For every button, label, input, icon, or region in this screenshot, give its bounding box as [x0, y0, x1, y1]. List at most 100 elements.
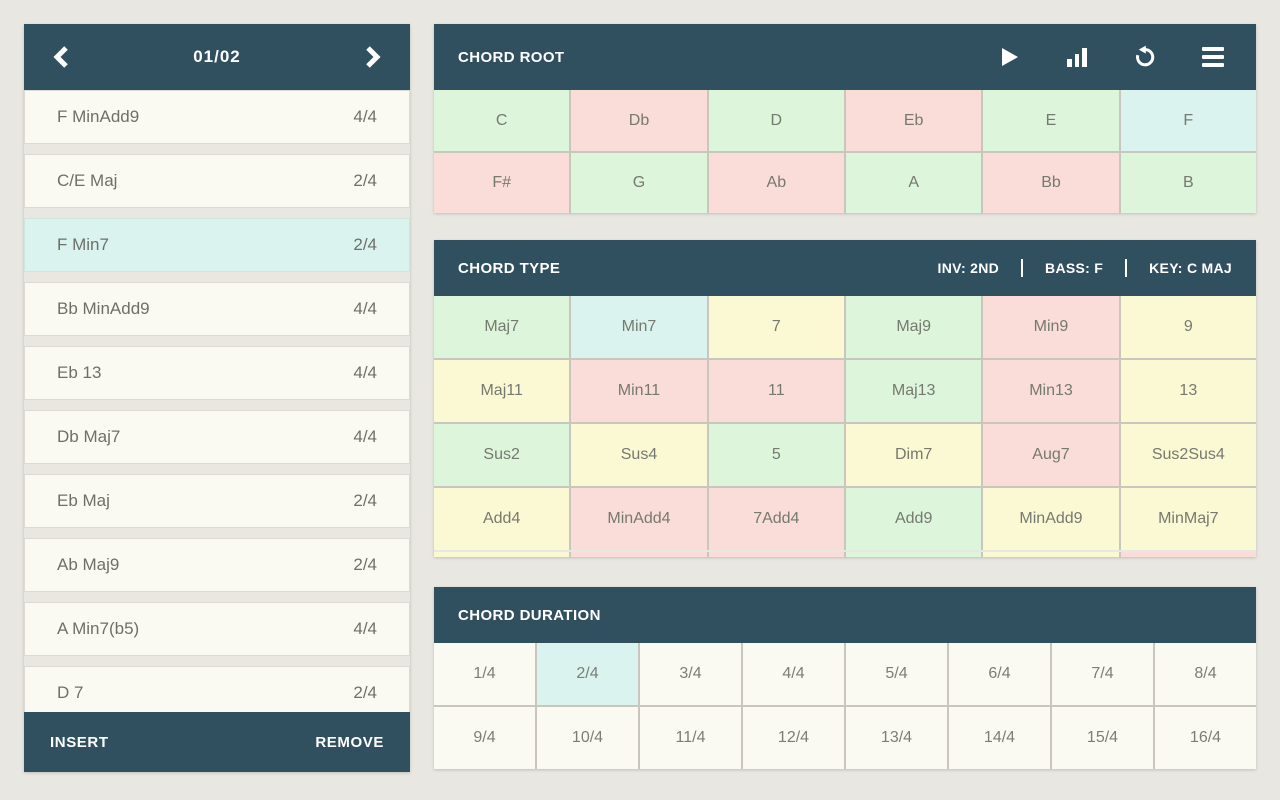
chord-duration-cell[interactable]: 11/4 — [640, 707, 741, 769]
chord-type-cell[interactable]: Maj7 — [434, 296, 570, 358]
play-icon — [1002, 48, 1018, 66]
next-page-button[interactable] — [352, 37, 392, 77]
chord-type-cell[interactable]: Min9 — [983, 296, 1119, 358]
chord-root-cell[interactable]: G — [571, 153, 707, 213]
insert-button[interactable]: INSERT — [50, 733, 109, 751]
chord-type-cell[interactable]: MinAdd9 — [983, 488, 1119, 550]
chord-type-cell[interactable]: MinMaj7 — [1120, 488, 1256, 550]
chord-type-cell-partial[interactable] — [434, 552, 570, 557]
undo-icon — [1136, 45, 1155, 67]
chord-type-cell-partial[interactable] — [571, 552, 707, 557]
chord-type-cell[interactable]: Min13 — [983, 360, 1119, 422]
chord-type-cell[interactable]: 5 — [708, 424, 844, 486]
chord-type-cell[interactable]: 11 — [708, 360, 844, 422]
chord-duration-label: 2/4 — [353, 171, 377, 190]
chord-type-cell[interactable]: Maj9 — [845, 296, 982, 358]
chord-type-cell-partial[interactable] — [1120, 552, 1256, 557]
chord-list-item[interactable]: A Min7(b5) 4/4 — [24, 602, 410, 656]
chord-duration-cell[interactable]: 7/4 — [1052, 643, 1153, 705]
chord-type-cell-partial[interactable] — [708, 552, 844, 557]
chord-duration-label: 4/4 — [353, 427, 377, 446]
chord-list-item[interactable]: D 7 2/4 — [24, 666, 410, 720]
chord-duration-cell[interactable]: 10/4 — [537, 707, 638, 769]
chord-duration-cell[interactable]: 3/4 — [640, 643, 741, 705]
chord-list-item[interactable]: Bb MinAdd9 4/4 — [24, 282, 410, 336]
menu-button[interactable] — [1194, 38, 1232, 76]
chord-type-cell[interactable]: MinAdd4 — [571, 488, 707, 550]
chord-type-cell[interactable]: Add4 — [434, 488, 570, 550]
chord-type-cell-partial[interactable] — [845, 552, 982, 557]
chord-type-cell[interactable]: Aug7 — [983, 424, 1119, 486]
chord-duration-label: 2/4 — [353, 683, 377, 702]
chord-list-item[interactable]: C/E Maj 2/4 — [24, 154, 410, 208]
chord-duration-cell[interactable]: 2/4 — [537, 643, 638, 705]
chord-duration-cell[interactable]: 4/4 — [743, 643, 844, 705]
chord-duration-cell[interactable]: 5/4 — [846, 643, 947, 705]
chord-root-cell[interactable]: F# — [434, 153, 570, 213]
prev-page-button[interactable] — [42, 37, 82, 77]
main-area: CHORD ROOT — [434, 24, 1256, 776]
chevron-right-icon — [366, 46, 381, 68]
chord-list-panel: 01/02 F MinAdd9 4/4 C/E Maj 2/4 F Min7 2/4 Bb … — [24, 24, 410, 772]
chord-list-item[interactable]: Eb 13 4/4 — [24, 346, 410, 400]
chevron-left-icon — [53, 46, 68, 68]
chord-type-cell-partial[interactable] — [983, 552, 1119, 557]
stats-button[interactable] — [1058, 38, 1096, 76]
chord-root-cell[interactable]: C — [434, 90, 570, 151]
chord-root-title: CHORD ROOT — [458, 48, 565, 66]
chord-type-cell[interactable]: 9 — [1120, 296, 1256, 358]
app-root: 01/02 F MinAdd9 4/4 C/E Maj 2/4 F Min7 2/4 Bb … — [24, 24, 1256, 776]
chord-duration-label: 4/4 — [353, 619, 377, 638]
chord-root-cell[interactable]: F — [1120, 90, 1256, 151]
chord-type-cell[interactable]: 13 — [1120, 360, 1256, 422]
remove-button[interactable]: REMOVE — [315, 733, 384, 751]
chord-duration-cell[interactable]: 14/4 — [949, 707, 1050, 769]
chord-root-cell[interactable]: B — [1120, 153, 1256, 213]
play-button[interactable] — [990, 38, 1028, 76]
chord-duration-label: 2/4 — [353, 491, 377, 510]
chord-status: INV: 2ND BASS: F KEY: C MAJ — [938, 259, 1233, 277]
chord-duration-label: 4/4 — [353, 363, 377, 382]
chord-type-cell[interactable]: 7Add4 — [708, 488, 844, 550]
chord-type-cell[interactable]: Add9 — [845, 488, 982, 550]
chord-root-cell[interactable]: Db — [571, 90, 707, 151]
chord-list-item[interactable]: F Min7 2/4 — [24, 218, 410, 272]
chord-duration-cell[interactable]: 9/4 — [434, 707, 535, 769]
chord-type-cell[interactable]: Maj11 — [434, 360, 570, 422]
chord-duration-grid: 1/4 2/4 3/4 4/4 5/4 6/4 7/4 8/4 9/4 10/4 11/4 12/4 1… — [434, 643, 1256, 769]
key-status: KEY: C MAJ — [1149, 260, 1232, 276]
chord-type-cell[interactable]: Min7 — [571, 296, 707, 358]
chord-list-item[interactable]: F MinAdd9 4/4 — [24, 90, 410, 144]
chord-list-item[interactable]: Eb Maj 2/4 — [24, 474, 410, 528]
chord-root-cell[interactable]: Eb — [845, 90, 982, 151]
chord-duration-cell[interactable]: 1/4 — [434, 643, 535, 705]
chord-type-cell[interactable]: Sus2 — [434, 424, 570, 486]
chord-type-cell[interactable]: Min11 — [571, 360, 707, 422]
chord-duration-cell[interactable]: 15/4 — [1052, 707, 1153, 769]
chord-root-panel: CHORD ROOT — [434, 24, 1256, 213]
chord-duration-cell[interactable]: 6/4 — [949, 643, 1050, 705]
chord-duration-cell[interactable]: 13/4 — [846, 707, 947, 769]
chord-duration-cell[interactable]: 12/4 — [743, 707, 844, 769]
chord-duration-cell[interactable]: 16/4 — [1155, 707, 1256, 769]
undo-button[interactable] — [1126, 38, 1164, 76]
chord-root-cell[interactable]: A — [845, 153, 982, 213]
chord-type-cell[interactable]: Dim7 — [845, 424, 982, 486]
chord-type-cell[interactable]: Sus2Sus4 — [1120, 424, 1256, 486]
chord-name: Bb MinAdd9 — [57, 299, 150, 318]
chord-root-cell[interactable]: Bb — [983, 153, 1119, 213]
chord-list-item[interactable]: Ab Maj9 2/4 — [24, 538, 410, 592]
separator — [1021, 259, 1024, 277]
chord-duration-label: 4/4 — [353, 107, 377, 126]
chord-root-header: CHORD ROOT — [434, 24, 1256, 90]
chord-duration-cell[interactable]: 8/4 — [1155, 643, 1256, 705]
chord-type-cell[interactable]: Sus4 — [571, 424, 707, 486]
chord-type-cell[interactable]: 7 — [708, 296, 844, 358]
chord-root-cell[interactable]: E — [983, 90, 1119, 151]
menu-icon — [1202, 47, 1224, 67]
chord-name: D 7 — [57, 683, 84, 702]
chord-root-cell[interactable]: Ab — [708, 153, 844, 213]
chord-root-cell[interactable]: D — [708, 90, 844, 151]
chord-type-cell[interactable]: Maj13 — [845, 360, 982, 422]
chord-list-item[interactable]: Db Maj7 4/4 — [24, 410, 410, 464]
